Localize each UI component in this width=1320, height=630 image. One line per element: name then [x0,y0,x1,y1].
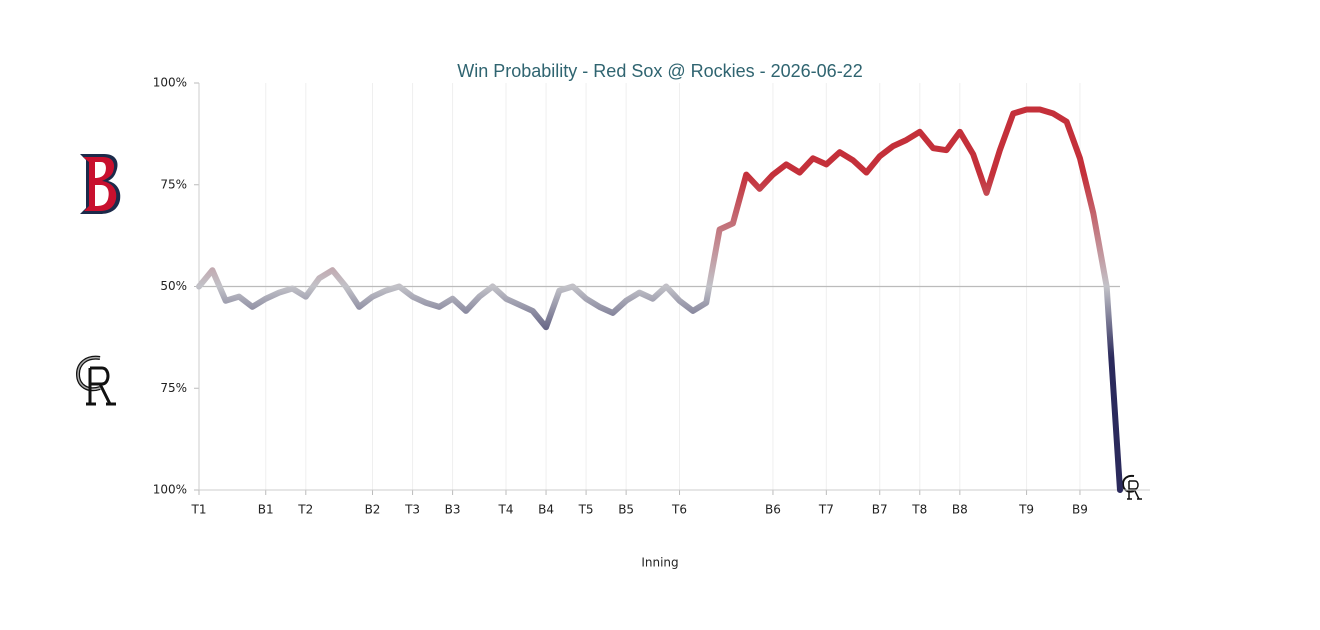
x-tick-label: B9 [1072,503,1088,517]
away-team-logo [75,355,116,406]
chart-title: Win Probability - Red Sox @ Rockies - 20… [457,61,862,81]
x-tick-label: T6 [671,503,687,517]
end-logo [1121,474,1142,500]
x-tick-label: T8 [911,503,927,517]
x-tick-label: T3 [404,503,420,517]
x-tick-label: B5 [618,503,634,517]
x-tick-label: B1 [258,503,274,517]
x-tick-label: T7 [818,503,834,517]
x-tick-label: T4 [498,503,514,517]
y-tick-label: 75% [160,177,187,191]
x-tick-label: T9 [1018,503,1034,517]
x-tick-label: T5 [578,503,594,517]
y-tick-label: 75% [160,381,187,395]
x-tick-label: B6 [765,503,781,517]
x-tick-label: B3 [445,503,461,517]
home-team-logo [80,154,121,214]
x-tick-label: T2 [297,503,313,517]
x-tick-label: B4 [538,503,554,517]
x-tick-label: T1 [191,503,207,517]
y-tick-label: 100% [153,76,187,90]
x-tick-label: B8 [952,503,968,517]
win-probability-line [196,106,1123,493]
x-tick-label: B7 [872,503,888,517]
x-tick-label: B2 [365,503,381,517]
y-tick-label: 100% [153,483,187,497]
y-tick-label: 50% [160,279,187,293]
x-axis-label: Inning [641,556,678,570]
